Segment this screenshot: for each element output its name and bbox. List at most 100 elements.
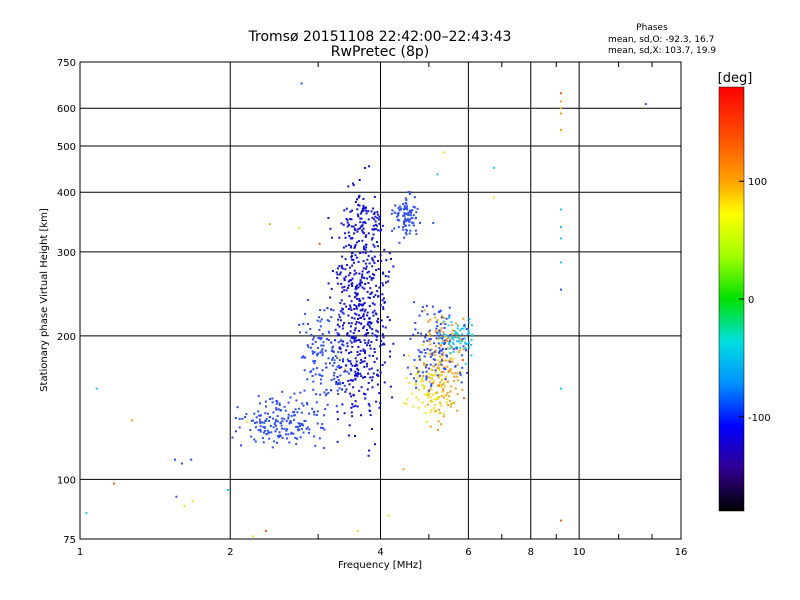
scatter-point xyxy=(306,402,308,404)
scatter-point xyxy=(437,362,440,365)
scatter-point xyxy=(412,205,415,208)
scatter-point xyxy=(307,431,310,434)
scatter-point xyxy=(344,258,347,261)
scatter-point xyxy=(363,302,366,304)
scatter-point xyxy=(392,265,395,268)
scatter-point xyxy=(447,324,450,327)
scatter-point xyxy=(360,375,363,378)
scatter-point xyxy=(366,311,369,314)
scatter-point xyxy=(375,338,378,341)
scatter-point xyxy=(356,230,359,233)
scatter-point xyxy=(362,205,365,208)
scatter-point xyxy=(449,344,452,347)
scatter-point xyxy=(354,400,357,403)
scatter-point xyxy=(422,375,425,377)
scatter-point xyxy=(433,373,436,376)
scatter-point xyxy=(329,296,332,299)
scatter-point xyxy=(429,343,432,346)
scatter-point xyxy=(429,363,432,366)
scatter-point xyxy=(367,218,370,221)
scatter-point xyxy=(340,266,343,269)
scatter-point xyxy=(331,364,334,367)
scatter-point xyxy=(371,386,374,389)
scatter-point xyxy=(383,361,386,364)
scatter-point xyxy=(353,273,356,276)
scatter-point xyxy=(365,332,368,335)
scatter-point xyxy=(404,231,407,234)
scatter-point xyxy=(371,258,374,261)
scatter-point xyxy=(294,436,297,439)
scatter-point xyxy=(348,244,351,246)
scatter-point xyxy=(311,375,314,377)
scatter-point xyxy=(468,332,471,335)
scatter-point xyxy=(370,277,373,280)
scatter-point xyxy=(446,355,448,358)
scatter-point xyxy=(113,482,115,485)
scatter-point xyxy=(433,398,436,401)
scatter-point xyxy=(429,377,432,379)
scatter-point xyxy=(356,284,358,287)
scatter-point xyxy=(344,364,347,367)
scatter-point xyxy=(372,295,375,298)
scatter-point xyxy=(301,402,304,405)
scatter-point xyxy=(174,458,176,461)
scatter-point xyxy=(354,327,357,330)
scatter-point xyxy=(397,214,400,217)
scatter-point xyxy=(371,273,374,276)
scatter-point xyxy=(370,341,373,343)
scatter-point xyxy=(412,214,415,217)
scatter-point xyxy=(351,345,354,348)
scatter-point xyxy=(443,335,446,338)
scatter-point xyxy=(326,338,328,340)
phases-o-line: mean, sd,O: -92.3, 16.7 xyxy=(608,35,714,45)
scatter-point xyxy=(363,350,366,353)
scatter-point xyxy=(461,333,464,336)
scatter-point xyxy=(372,259,375,262)
scatter-point xyxy=(404,197,407,200)
scatter-point xyxy=(346,332,349,335)
scatter-point xyxy=(354,323,357,326)
scatter-point xyxy=(434,349,437,352)
scatter-point xyxy=(311,350,314,353)
scatter-point xyxy=(434,371,437,374)
scatter-point xyxy=(354,373,357,375)
scatter-point xyxy=(385,281,387,284)
scatter-point xyxy=(319,382,322,385)
scatter-point xyxy=(350,395,353,398)
scatter-point xyxy=(361,229,364,232)
scatter-point xyxy=(343,289,346,292)
scatter-point xyxy=(342,340,345,343)
scatter-point xyxy=(447,342,450,345)
scatter-point xyxy=(314,360,316,362)
scatter-point xyxy=(444,368,447,370)
scatter-point xyxy=(281,437,284,440)
scatter-point xyxy=(446,380,449,383)
scatter-point xyxy=(459,342,462,345)
scatter-point xyxy=(368,165,371,168)
y-tick-label: 500 xyxy=(57,142,76,153)
scatter-point xyxy=(304,312,307,315)
scatter-point xyxy=(358,227,361,230)
scatter-point xyxy=(439,374,442,377)
scatter-point xyxy=(456,363,459,366)
scatter-point xyxy=(454,333,457,335)
scatter-point xyxy=(409,214,412,217)
scatter-point xyxy=(347,284,350,287)
scatter-point xyxy=(388,270,391,273)
scatter-point xyxy=(274,430,277,433)
scatter-point xyxy=(560,208,562,211)
scatter-point xyxy=(341,286,344,289)
scatter-point xyxy=(363,360,366,363)
scatter-point xyxy=(442,383,445,385)
scatter-point xyxy=(373,261,376,264)
scatter-point xyxy=(348,308,350,310)
scatter-point xyxy=(321,354,324,357)
scatter-point xyxy=(314,444,317,447)
scatter-point xyxy=(446,340,448,343)
scatter-point xyxy=(377,317,379,320)
scatter-point xyxy=(450,324,453,326)
scatter-point xyxy=(406,205,409,208)
scatter-point xyxy=(456,327,459,330)
scatter-point xyxy=(438,385,441,388)
scatter-point xyxy=(437,351,440,354)
